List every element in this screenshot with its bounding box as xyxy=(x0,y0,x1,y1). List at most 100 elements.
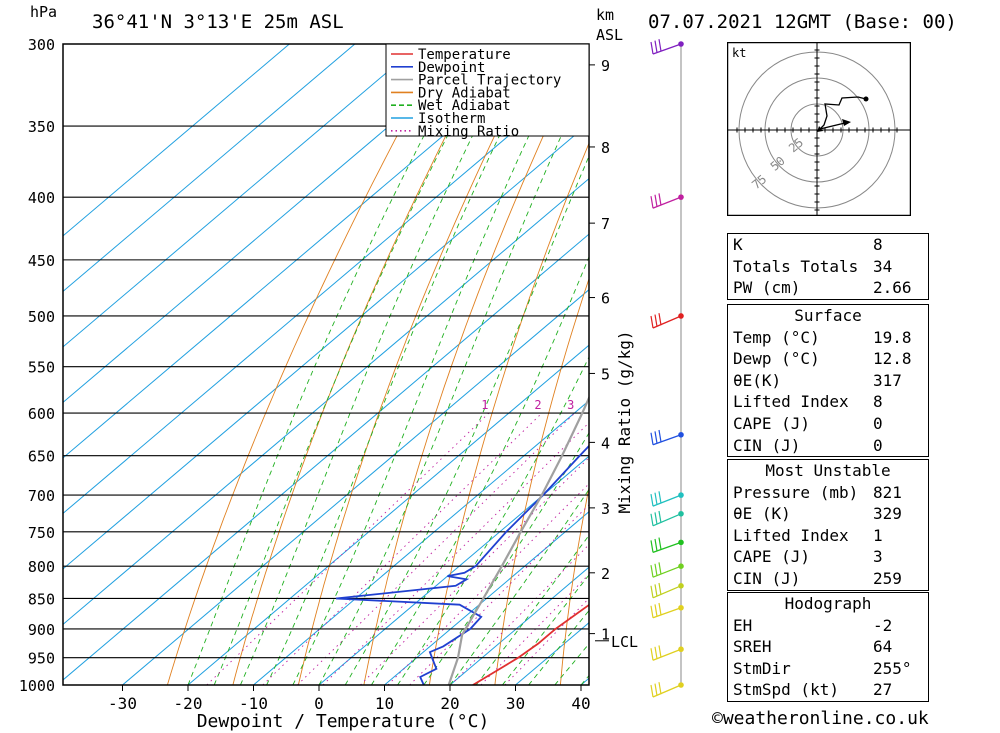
mixing-ratio-line xyxy=(360,457,589,685)
pressure-tick-label: 800 xyxy=(28,558,55,576)
index-value: 8 xyxy=(873,392,883,412)
legend-label: Wet Adiabat xyxy=(418,98,511,114)
wind-barb xyxy=(650,645,684,661)
index-value: 8 xyxy=(873,235,883,254)
mixing-ratio-label: 4 xyxy=(591,398,598,412)
pressure-tick-label: 450 xyxy=(28,252,55,270)
index-value: 3 xyxy=(873,547,883,567)
index-row: θE(K) 317 xyxy=(728,370,928,392)
index-name: Temp (°C) xyxy=(733,327,820,347)
table-section-title: Hodograph xyxy=(784,594,872,613)
wet-adiabat-line xyxy=(528,609,589,685)
index-value: 64 xyxy=(873,637,893,657)
x-tick-label: 10 xyxy=(375,694,394,713)
index-value: 821 xyxy=(873,482,902,502)
wind-barb xyxy=(650,682,684,698)
isotherm-line xyxy=(63,44,487,404)
index-name: CIN (J) xyxy=(733,435,801,455)
index-row: StmDir 255° xyxy=(728,658,928,680)
isotherm-line xyxy=(187,344,589,685)
index-name: CAPE (J) xyxy=(733,547,811,567)
wind-barb xyxy=(650,562,684,578)
pressure-tick-label: 950 xyxy=(28,650,55,668)
wet-adiabat-line xyxy=(213,44,496,685)
mixing-ratio-label: 2 xyxy=(534,398,541,412)
table-section-title: Most Unstable xyxy=(765,461,891,480)
wind-barb xyxy=(650,193,684,209)
temperature-series xyxy=(472,603,589,685)
index-row: StmSpd (kt) 27 xyxy=(728,679,928,701)
index-name: StmSpd (kt) xyxy=(733,680,839,700)
km-tick-label: 4 xyxy=(601,434,610,452)
index-row: CAPE (J) 3 xyxy=(728,546,928,568)
index-row: PW (cm) 2.66 xyxy=(728,277,928,299)
index-value: 34 xyxy=(873,256,893,276)
index-value: 329 xyxy=(873,504,902,524)
mixing-ratio-axis-label: Mixing Ratio (g/kg) xyxy=(615,330,634,513)
index-value: 2.66 xyxy=(873,278,912,298)
lcl-label: LCL xyxy=(611,633,638,651)
index-name: K xyxy=(733,235,743,254)
hodograph-end xyxy=(863,96,869,102)
index-row: CIN (J) 0 xyxy=(728,435,928,457)
hodograph-unit: kt xyxy=(732,46,746,60)
index-value: 27 xyxy=(873,680,893,700)
index-row: Temp (°C) 19.8 xyxy=(728,327,928,349)
mixing-ratio-label: 8 xyxy=(652,398,659,412)
wet-adiabat-line xyxy=(502,574,589,685)
isotherm-line xyxy=(63,177,589,626)
isotherm-line xyxy=(63,122,589,570)
x-tick-label: -30 xyxy=(108,694,137,713)
legend-label: Parcel Trajectory xyxy=(418,73,561,89)
index-value: 0 xyxy=(873,413,883,433)
isotherm-line xyxy=(63,44,290,237)
wind-barb xyxy=(650,39,684,55)
index-row: EH -2 xyxy=(728,615,928,637)
wind-barb xyxy=(650,429,684,446)
x-tick-label: -10 xyxy=(239,694,268,713)
isotherm-line xyxy=(384,511,589,685)
surface-table: Surface Temp (°C) 19.8 Dewp (°C) 12.8 θE(K) 31… xyxy=(727,304,929,458)
index-value: 1 xyxy=(873,525,883,545)
km-tick-label: 9 xyxy=(601,57,610,75)
x-tick-label: -20 xyxy=(174,694,203,713)
index-value: -2 xyxy=(873,615,893,635)
wet-adiabat-line xyxy=(239,44,520,685)
km-tick-label: 5 xyxy=(601,365,610,383)
hodograph-trace xyxy=(819,96,867,130)
index-value: 12.8 xyxy=(873,349,912,369)
index-value: 19.8 xyxy=(873,327,912,347)
isotherm-line xyxy=(63,233,589,681)
km-tick-label: 1 xyxy=(601,626,610,644)
isotherm-line xyxy=(63,44,421,348)
wet-adiabat-line xyxy=(292,44,574,685)
index-name: Totals Totals xyxy=(733,256,859,276)
legend-box xyxy=(385,43,590,137)
most-unstable-table: Most Unstable Pressure (mb) 821 θE (K) 329 Li… xyxy=(727,459,929,591)
x-tick-label: 30 xyxy=(506,694,525,713)
parcel-trajectory-series xyxy=(447,395,589,685)
wind-barb xyxy=(650,510,684,527)
pressure-tick-label: 550 xyxy=(28,359,55,377)
index-value: 255° xyxy=(873,658,912,678)
pressure-unit: hPa xyxy=(30,3,58,21)
pressure-tick-label: 700 xyxy=(28,487,55,505)
mixing-ratio-label: 10 xyxy=(669,398,683,412)
dry-adiabat-line xyxy=(559,485,589,685)
index-name: Pressure (mb) xyxy=(733,482,859,502)
x-tick-label: 40 xyxy=(571,694,590,713)
general-indices-table: K 8 Totals Totals 34 PW (cm) 2.66 xyxy=(727,233,929,300)
km-tick-label: 3 xyxy=(601,500,610,518)
index-row: Pressure (mb) 821 xyxy=(728,482,928,504)
pressure-tick-label: 900 xyxy=(28,621,55,639)
km-tick-label: 2 xyxy=(601,565,610,583)
index-name: Lifted Index xyxy=(733,392,849,412)
wind-barbs xyxy=(650,39,684,698)
index-name: θE (K) xyxy=(733,504,791,524)
wet-adiabat-line xyxy=(397,356,589,685)
index-name: SREH xyxy=(733,637,772,657)
wind-barb xyxy=(650,537,684,553)
pressure-tick-label: 650 xyxy=(28,448,55,466)
pressure-tick-label: 850 xyxy=(28,590,55,608)
